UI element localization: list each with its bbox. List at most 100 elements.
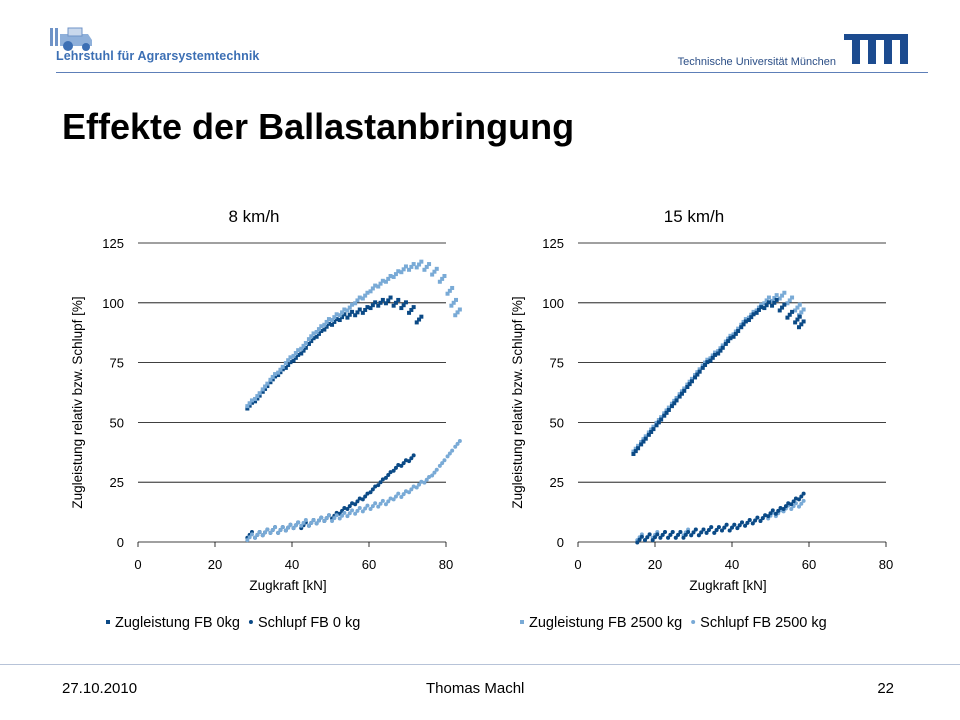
data-point	[378, 281, 383, 286]
data-point	[633, 449, 638, 454]
data-point	[663, 529, 668, 534]
data-point	[409, 456, 414, 461]
data-point	[253, 535, 258, 540]
data-point	[257, 529, 262, 534]
data-point	[666, 535, 671, 540]
data-point	[386, 276, 391, 281]
data-point	[643, 436, 648, 441]
data-point	[639, 442, 644, 447]
data-point	[316, 327, 321, 332]
y-tick-label: 0	[557, 535, 564, 550]
data-point	[716, 351, 721, 356]
footer-date: 27.10.2010	[62, 680, 138, 697]
data-point	[273, 525, 278, 530]
data-point	[247, 535, 252, 540]
data-point	[706, 528, 711, 533]
data-point	[656, 420, 661, 425]
data-point	[645, 535, 650, 540]
data-point	[793, 320, 798, 325]
data-point	[674, 398, 679, 403]
data-point	[716, 525, 721, 530]
data-point	[709, 525, 714, 530]
data-point	[713, 350, 718, 355]
data-point	[753, 518, 758, 523]
data-point	[430, 272, 435, 277]
data-point	[700, 363, 705, 368]
data-point	[407, 310, 412, 315]
data-point	[457, 307, 462, 312]
data-point	[430, 473, 435, 478]
data-point	[363, 307, 368, 312]
data-point	[722, 525, 727, 530]
data-point	[635, 540, 640, 545]
data-point	[296, 352, 301, 357]
data-point	[391, 303, 396, 308]
data-point	[350, 508, 355, 513]
data-point	[777, 308, 782, 313]
data-point	[353, 502, 358, 507]
data-point	[280, 364, 285, 369]
data-point	[347, 305, 352, 310]
data-point	[255, 394, 260, 399]
data-point	[401, 492, 406, 497]
data-point	[795, 305, 800, 310]
data-point	[355, 499, 360, 504]
data-point	[383, 502, 388, 507]
data-point	[301, 343, 306, 348]
data-point	[641, 437, 646, 442]
data-point	[731, 332, 736, 337]
data-point	[718, 346, 723, 351]
data-point	[773, 511, 778, 516]
y-tick-label: 25	[110, 475, 124, 490]
data-point	[724, 522, 729, 527]
data-point	[783, 504, 788, 509]
data-point	[674, 396, 679, 401]
data-point	[801, 498, 806, 503]
data-point	[370, 286, 375, 291]
data-point	[393, 494, 398, 499]
data-point	[670, 529, 675, 534]
data-point	[291, 353, 296, 358]
data-point	[326, 321, 331, 326]
data-point	[786, 501, 791, 506]
data-point	[360, 296, 365, 301]
chart-8kmh-svg: 8 km/h 0 25 50 75 100 125 0 20 40 60 80 Zugkraft [kN…	[70, 207, 462, 631]
data-point	[801, 307, 806, 312]
data-point	[749, 312, 754, 317]
data-point	[263, 384, 268, 389]
data-point	[403, 300, 408, 305]
data-point	[455, 310, 460, 315]
data-point	[334, 312, 339, 317]
data-point	[639, 440, 644, 445]
data-point	[741, 319, 746, 324]
data-point	[662, 411, 667, 416]
data-point	[791, 499, 796, 504]
legend-marker-square	[520, 620, 524, 624]
data-point	[672, 398, 677, 403]
x-axis-label: Zugkraft [kN]	[689, 578, 766, 593]
data-point	[345, 514, 350, 519]
chair-logo	[44, 26, 284, 72]
data-point	[396, 491, 401, 496]
data-point	[345, 315, 350, 320]
data-point	[789, 502, 794, 507]
data-point	[776, 508, 781, 513]
data-point	[695, 370, 700, 375]
data-point	[296, 520, 301, 525]
data-point	[453, 444, 458, 449]
data-point	[732, 522, 737, 527]
data-point	[260, 389, 265, 394]
series	[631, 290, 806, 454]
page-number: 22	[877, 680, 894, 697]
data-point	[376, 483, 381, 488]
data-point	[388, 274, 393, 279]
x-tick-label: 40	[725, 557, 739, 572]
data-point	[631, 451, 636, 456]
x-axis-label: Zugkraft [kN]	[249, 578, 326, 593]
data-point	[796, 325, 801, 330]
data-point	[455, 441, 460, 446]
data-point	[378, 300, 383, 305]
data-point	[388, 470, 393, 475]
data-point	[701, 527, 706, 532]
data-point	[679, 389, 684, 394]
